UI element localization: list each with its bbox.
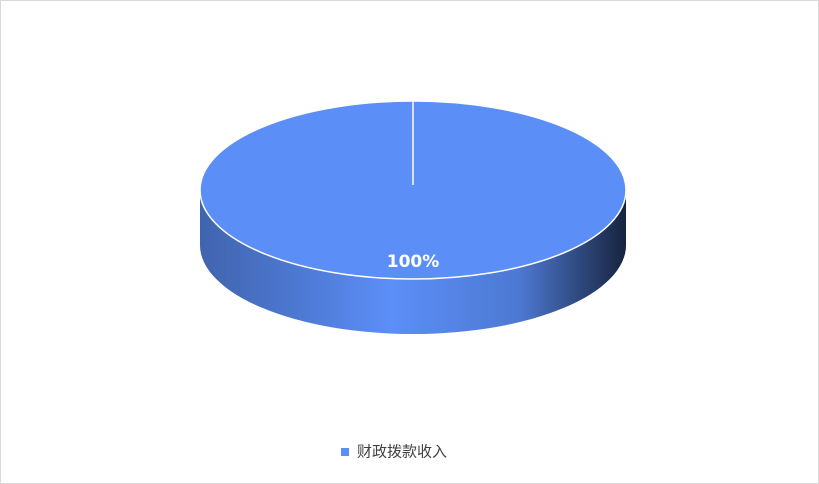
pie-side-shade [200, 190, 626, 334]
pie: 100% [199, 100, 627, 334]
legend-label: 财政拨款收入 [357, 443, 447, 461]
legend: 财政拨款收入 [341, 443, 447, 461]
data-label: 100% [387, 252, 440, 272]
legend-swatch [341, 448, 349, 456]
